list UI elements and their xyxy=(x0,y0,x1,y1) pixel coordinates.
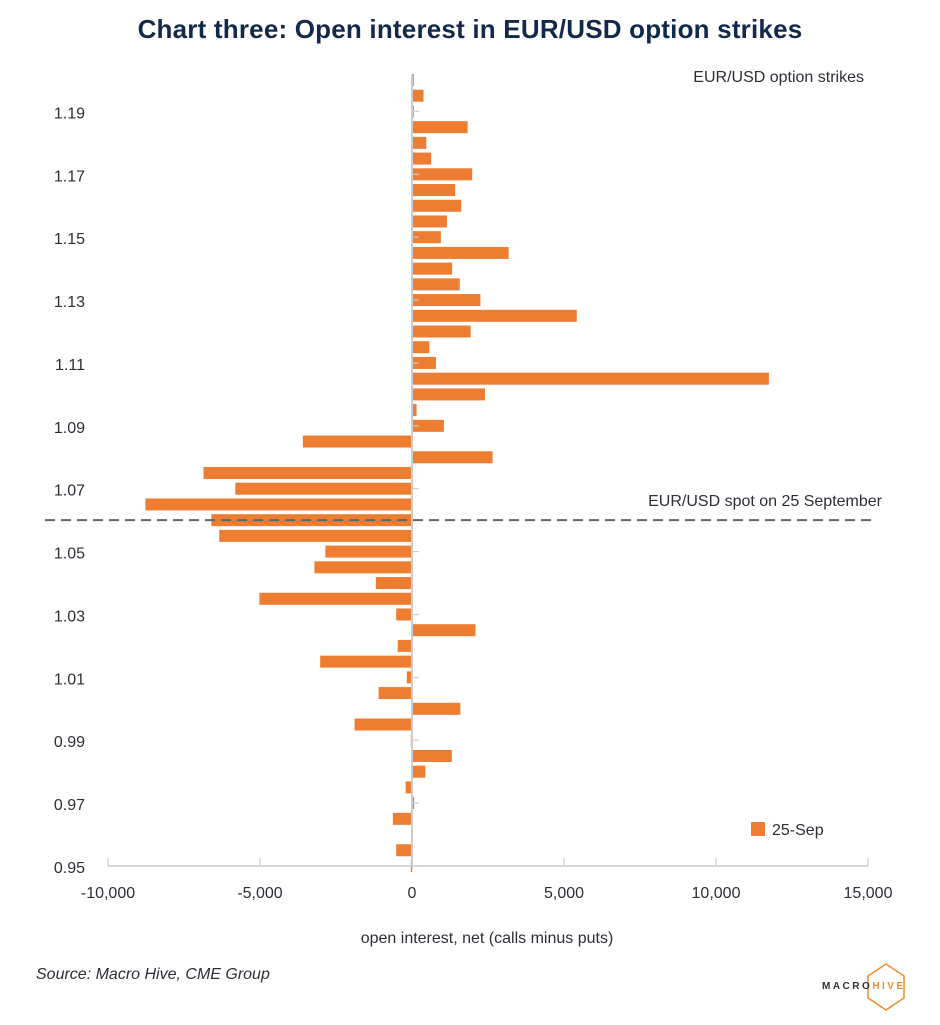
bar-1.025 xyxy=(412,624,476,637)
bar-1.180 xyxy=(412,136,427,149)
logo-hive: HIVE xyxy=(872,981,906,992)
bar-0.980 xyxy=(412,765,426,778)
x-tick-label: -5,000 xyxy=(237,885,282,902)
bar-1.150 xyxy=(412,231,441,244)
bar-0.955 xyxy=(396,844,412,857)
y-tick-label: 1.17 xyxy=(54,168,85,185)
bar-1.145 xyxy=(412,246,509,259)
bar-1.100 xyxy=(412,388,485,401)
legend-swatch xyxy=(751,822,765,836)
x-tick-label: -10,000 xyxy=(81,885,135,902)
bar-1.105 xyxy=(412,372,769,385)
bar-1.020 xyxy=(397,639,412,652)
bar-1.045 xyxy=(314,561,412,574)
y-tick-label: 0.95 xyxy=(54,860,85,877)
y-tick-label: 0.99 xyxy=(54,734,85,751)
bar-1.090 xyxy=(412,419,444,432)
bar-1.195 xyxy=(412,89,424,102)
bar-1.010 xyxy=(406,671,412,684)
bar-1.085 xyxy=(302,435,412,448)
y-tick-label: 1.19 xyxy=(54,105,85,122)
bar-1.060 xyxy=(211,514,412,527)
bar-1.080 xyxy=(412,451,493,464)
series-annotation: EUR/USD option strikes xyxy=(693,69,864,86)
y-tick-label: 1.01 xyxy=(54,671,85,688)
bars-group xyxy=(145,74,769,872)
bar-0.985 xyxy=(412,749,452,762)
bar-1.110 xyxy=(412,356,437,369)
macrohive-logo: MACROHIVE xyxy=(822,962,912,1012)
bar-1.005 xyxy=(378,687,412,700)
logo-macro: MACRO xyxy=(822,981,873,992)
bar-1.115 xyxy=(412,341,430,354)
bar-1.095 xyxy=(412,404,417,417)
y-tick-label: 1.15 xyxy=(54,231,85,248)
axes-group xyxy=(107,75,869,867)
x-tick-labels: -10,000 -5,000 0 5,000 10,000 15,000 xyxy=(81,885,893,902)
x-tick-label: 10,000 xyxy=(692,885,741,902)
bar-1.170 xyxy=(412,168,473,181)
bar-1.155 xyxy=(412,215,447,228)
bar-1.050 xyxy=(325,545,412,558)
y-tick-label: 1.09 xyxy=(54,420,85,437)
source-note: Source: Macro Hive, CME Group xyxy=(36,966,270,983)
spot-reference-label: EUR/USD spot on 25 September xyxy=(648,493,883,510)
bar-1.185 xyxy=(412,121,468,134)
bar-1.040 xyxy=(375,577,412,590)
y-tick-label: 1.13 xyxy=(54,294,85,311)
bar-1.165 xyxy=(412,184,456,197)
bar-1.125 xyxy=(412,309,577,322)
y-tick-label: 1.03 xyxy=(54,608,85,625)
bar-1.135 xyxy=(412,278,460,291)
x-tick-label: 0 xyxy=(408,885,417,902)
y-tick-label: 1.05 xyxy=(54,546,85,563)
x-tick-label: 15,000 xyxy=(844,885,893,902)
bar-1.000 xyxy=(412,702,461,715)
hexagon-icon xyxy=(867,963,905,1011)
legend-label: 25-Sep xyxy=(772,822,824,839)
bar-1.120 xyxy=(412,325,471,338)
x-axis-label: open interest, net (calls minus puts) xyxy=(360,930,614,947)
y-tick-label: 1.07 xyxy=(54,483,85,500)
chart-title: Chart three: Open interest in EUR/USD op… xyxy=(137,14,803,44)
bar-1.175 xyxy=(412,152,432,165)
bar-1.055 xyxy=(219,529,412,542)
bar-1.015 xyxy=(320,655,412,668)
bar-1.130 xyxy=(412,294,481,307)
bar-1.065 xyxy=(145,498,412,511)
bar-1.160 xyxy=(412,199,462,212)
bar-0.965 xyxy=(392,812,412,825)
x-tick-label: 5,000 xyxy=(544,885,584,902)
bar-0.995 xyxy=(354,718,412,731)
y-tick-label: 1.11 xyxy=(55,357,85,374)
bar-1.140 xyxy=(412,262,453,275)
y-tick-labels: 1.19 1.17 1.15 1.13 1.11 1.09 1.07 1.05 1.03 1.01… xyxy=(54,105,85,877)
bar-1.075 xyxy=(203,467,412,479)
y-tick-label: 0.97 xyxy=(54,797,85,814)
bar-0.975 xyxy=(405,781,412,794)
bar-1.030 xyxy=(396,608,412,621)
bar-1.035 xyxy=(259,592,412,605)
bar-1.070 xyxy=(235,482,412,495)
legend: 25-Sep xyxy=(751,822,824,839)
